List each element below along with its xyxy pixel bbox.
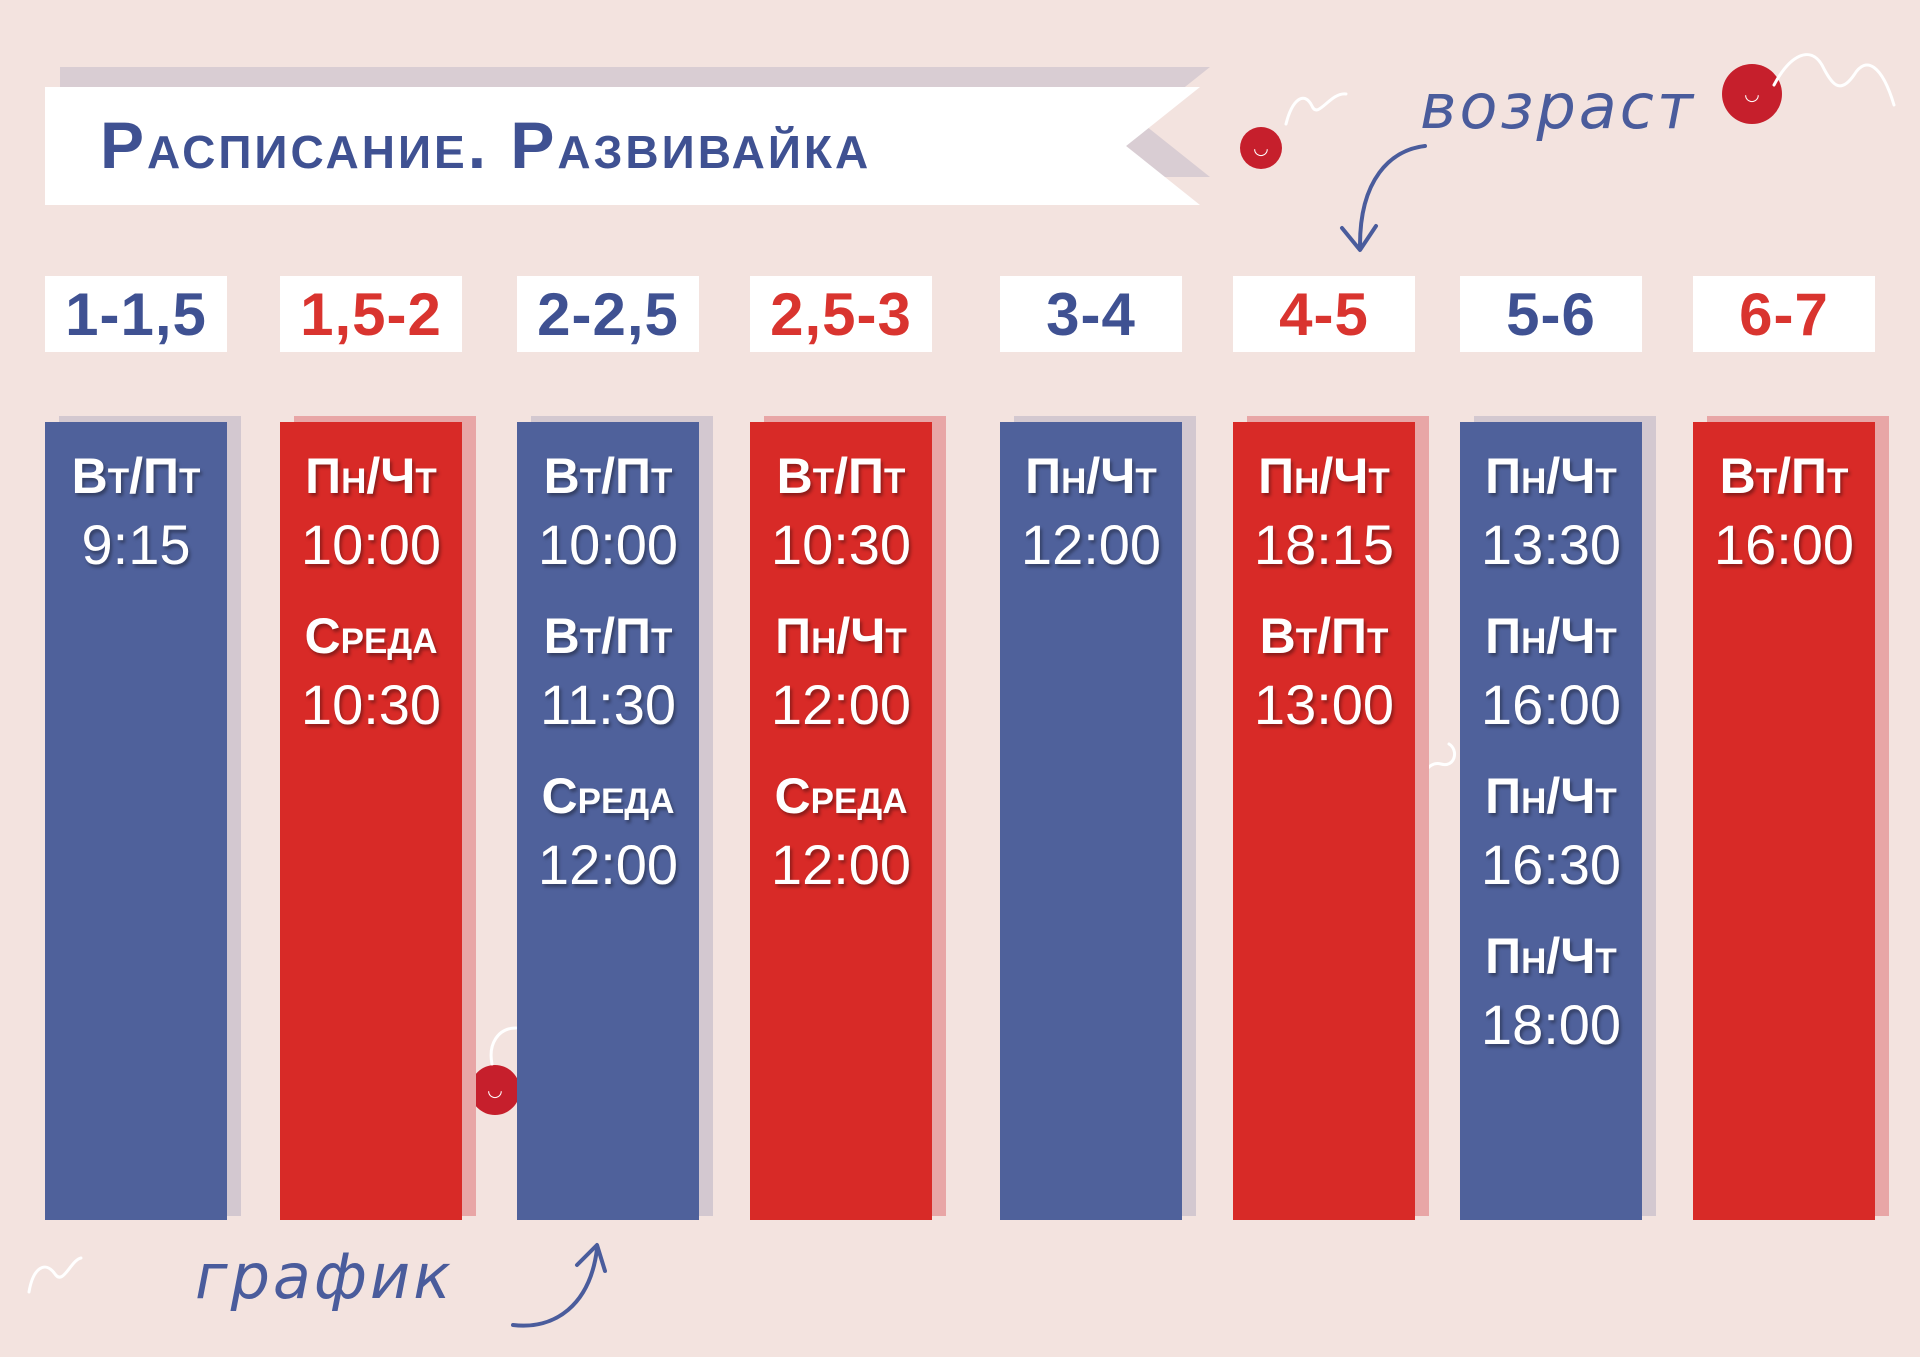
slot-time: 12:00 [770, 833, 912, 896]
slot-day: Пн/Чт [1485, 608, 1617, 664]
slot-time: 18:15 [1253, 513, 1395, 576]
schedule-column: Вт/Пт 10:30 Пн/Чт 12:00 Среда 12:00 [750, 422, 932, 1220]
age-label: 3-4 [1000, 276, 1182, 352]
slot-time: 12:00 [1020, 513, 1162, 576]
schedule-slot: Вт/Пт 9:15 [72, 444, 201, 582]
schedule-column: Пн/Чт 13:30 Пн/Чт 16:00 Пн/Чт 16:30 Пн/Чт 18:00 [1460, 422, 1642, 1220]
schedule-column: Пн/Чт 12:00 [1000, 422, 1182, 1220]
slot-time: 12:00 [537, 833, 679, 896]
squiggle-icon [1772, 53, 1896, 107]
arrow-down-icon [1340, 144, 1427, 252]
schedule-column: Пн/Чт 10:00 Среда 10:30 [280, 422, 462, 1220]
slot-day: Пн/Чт [1485, 448, 1617, 504]
berry-smiley-icon: ◡ [470, 1065, 520, 1115]
schedule-slot: Пн/Чт 13:30 [1481, 444, 1621, 582]
slot-day: Среда [774, 768, 908, 824]
schedule-slot: Пн/Чт 18:15 [1254, 444, 1394, 582]
squiggle-icon [1284, 92, 1348, 126]
slot-time: 16:00 [1713, 513, 1855, 576]
arrow-up-icon [511, 1243, 607, 1328]
schedule-slot: Пн/Чт 12:00 [1021, 444, 1161, 582]
age-label: 6-7 [1693, 276, 1875, 352]
slot-day: Вт/Пт [1259, 608, 1389, 664]
slot-time: 13:00 [1253, 673, 1395, 736]
slot-day: Пн/Чт [305, 448, 437, 504]
schedule-slot: Пн/Чт 16:00 [1481, 604, 1621, 742]
age-label: 2,5-3 [750, 276, 932, 352]
slot-time: 16:00 [1480, 673, 1622, 736]
slot-time: 16:30 [1480, 833, 1622, 896]
schedule-slot: Вт/Пт 16:00 [1714, 444, 1854, 582]
schedule-note: график [195, 1240, 454, 1313]
schedule-column: Пн/Чт 18:15 Вт/Пт 13:00 [1233, 422, 1415, 1220]
slot-day: Среда [304, 608, 438, 664]
schedule-slot: Вт/Пт 11:30 [540, 604, 676, 742]
schedule-slot: Среда 10:30 [301, 604, 441, 742]
slot-day: Пн/Чт [1485, 768, 1617, 824]
slot-day: Пн/Чт [1258, 448, 1390, 504]
slot-day: Пн/Чт [1485, 928, 1617, 984]
age-label: 2-2,5 [517, 276, 699, 352]
slot-day: Вт/Пт [776, 448, 906, 504]
schedule-slot: Пн/Чт 12:00 [771, 604, 911, 742]
slot-time: 10:00 [300, 513, 442, 576]
schedule-column: Вт/Пт 9:15 [45, 422, 227, 1220]
slot-time: 10:30 [300, 673, 442, 736]
schedule-slot: Пн/Чт 16:30 [1481, 764, 1621, 902]
slot-time: 10:30 [770, 513, 912, 576]
title-banner [45, 87, 1200, 205]
squiggle-icon [27, 1256, 83, 1294]
age-label: 5-6 [1460, 276, 1642, 352]
page-title: Расписание. Развивайка [100, 108, 872, 182]
schedule-slot: Среда 12:00 [771, 764, 911, 902]
slot-day: Пн/Чт [775, 608, 907, 664]
berry-smiley-icon: ◡ [1722, 64, 1782, 124]
age-label: 4-5 [1233, 276, 1415, 352]
slot-day: Пн/Чт [1025, 448, 1157, 504]
berry-smiley-icon: ◡ [1240, 127, 1282, 169]
schedule-slot: Среда 12:00 [538, 764, 678, 902]
slot-time: 13:30 [1480, 513, 1622, 576]
slot-time: 10:00 [537, 513, 679, 576]
slot-day: Среда [541, 768, 675, 824]
age-label: 1-1,5 [45, 276, 227, 352]
slot-day: Вт/Пт [543, 608, 673, 664]
age-label: 1,5-2 [280, 276, 462, 352]
slot-time: 9:15 [81, 513, 191, 576]
schedule-column: Вт/Пт 10:00 Вт/Пт 11:30 Среда 12:00 [517, 422, 699, 1220]
slot-time: 18:00 [1480, 993, 1622, 1056]
schedule-slot: Вт/Пт 10:00 [538, 444, 678, 582]
slot-time: 11:30 [540, 673, 676, 736]
schedule-slot: Пн/Чт 10:00 [301, 444, 441, 582]
slot-day: Вт/Пт [71, 448, 201, 504]
schedule-slot: Вт/Пт 10:30 [771, 444, 911, 582]
slot-day: Вт/Пт [1719, 448, 1849, 504]
schedule-slot: Вт/Пт 13:00 [1254, 604, 1394, 742]
squiggle-icon [489, 1026, 518, 1066]
schedule-column: Вт/Пт 16:00 [1693, 422, 1875, 1220]
slot-time: 12:00 [770, 673, 912, 736]
slot-day: Вт/Пт [543, 448, 673, 504]
age-note: возраст [1420, 70, 1696, 143]
schedule-slot: Пн/Чт 18:00 [1481, 924, 1621, 1062]
